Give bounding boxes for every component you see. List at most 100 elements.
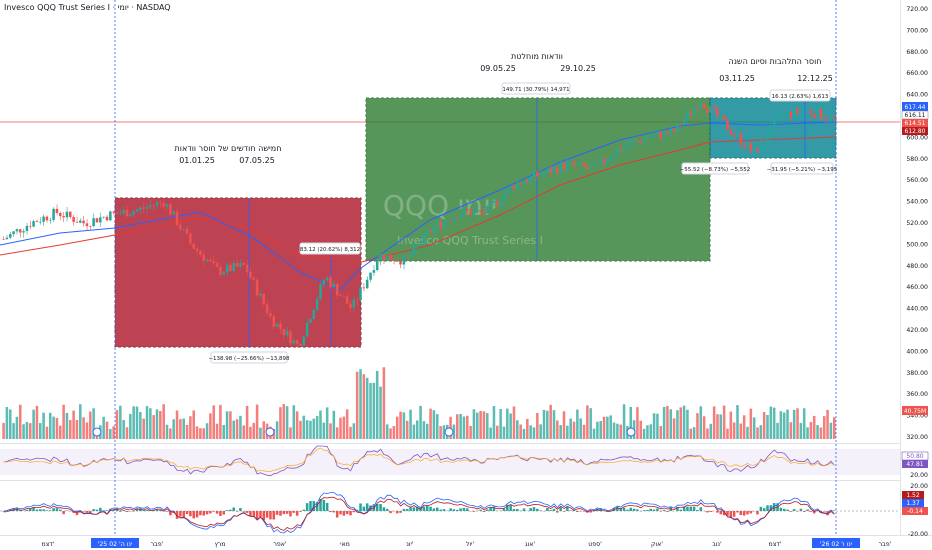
- volume-bar: [422, 421, 426, 439]
- macd-hist-bar: [265, 511, 269, 518]
- volume-bar: [382, 367, 386, 439]
- candle-body: [72, 216, 75, 222]
- event-marker[interactable]: [92, 427, 102, 437]
- macd-hist-bar: [279, 511, 282, 516]
- macd-hist-bar: [219, 511, 222, 517]
- macd-hist-bar: [455, 509, 459, 511]
- price-badge-text: 614.51: [905, 120, 926, 127]
- candle-body: [736, 133, 739, 136]
- candle-body: [546, 168, 549, 173]
- candle-body: [405, 255, 409, 257]
- macd-hist-bar: [399, 511, 402, 513]
- candle-body: [542, 172, 546, 176]
- candle-body: [636, 140, 639, 142]
- candle-body: [82, 220, 85, 224]
- macd-hist-bar: [532, 507, 536, 511]
- candle-body: [792, 108, 796, 118]
- candle-body: [192, 243, 195, 249]
- candle-body: [375, 260, 379, 271]
- candle-body: [602, 158, 606, 163]
- candle-body: [666, 131, 669, 135]
- macd-hist-bar: [242, 511, 246, 512]
- volume-bar: [749, 408, 753, 439]
- candle-body: [202, 254, 205, 261]
- macd-hist-bar: [182, 511, 185, 518]
- volume-bar: [339, 417, 342, 439]
- macd-hist-bar: [826, 511, 829, 516]
- candle-body: [402, 255, 406, 265]
- candle-body: [395, 261, 399, 262]
- candle-body: [616, 148, 619, 156]
- candle-body: [119, 213, 122, 215]
- volume-bar: [556, 420, 559, 439]
- macd-hist-bar: [332, 511, 336, 513]
- watermark-big: QQQ יומי: [383, 189, 497, 222]
- macd-hist-bar: [592, 509, 596, 511]
- candle-body: [279, 323, 282, 329]
- candle-body: [139, 207, 142, 210]
- candle-body: [802, 111, 806, 113]
- candle-body: [422, 233, 426, 244]
- macd-hist-bar: [539, 510, 542, 511]
- macd-hist-bar: [679, 509, 683, 511]
- volume-bar: [689, 428, 693, 439]
- price-axis[interactable]: 720.00700.00680.00660.00640.00620.00600.…: [906, 6, 928, 538]
- volume-bar: [319, 410, 322, 439]
- macd-hist-bar: [459, 508, 462, 511]
- candle-body: [319, 284, 322, 300]
- candle-body: [449, 220, 452, 222]
- macd-hist-bar: [429, 506, 432, 511]
- candle-body: [789, 112, 793, 118]
- symbol-title[interactable]: Invesco QQQ Trust Series I · יומי · NASD…: [4, 3, 171, 12]
- candle-body: [169, 204, 172, 215]
- volume-bar: [522, 428, 526, 439]
- teal-zone[interactable]: [709, 97, 837, 159]
- price-tick-label: 340.00: [906, 413, 928, 420]
- candle-body: [219, 267, 222, 275]
- macd-pane[interactable]: [0, 481, 900, 535]
- event-marker[interactable]: [265, 427, 275, 437]
- macd-hist-bar: [576, 511, 579, 513]
- macd-hist-bar: [652, 509, 656, 511]
- time-axis[interactable]: דצמ' '25 ינו ה' 02 פבר' מרץ אפר' מאי יונ' יול' א…: [42, 538, 892, 548]
- candle-body: [299, 343, 302, 346]
- macd-hist-bar: [729, 511, 733, 519]
- candle-body: [145, 207, 149, 209]
- macd-hist-bar: [666, 511, 669, 512]
- candle-body: [5, 237, 9, 240]
- macd-hist-bar: [739, 511, 743, 516]
- candle-body: [269, 313, 272, 317]
- volume-bar: [639, 420, 643, 439]
- volume-bar: [412, 424, 416, 439]
- event-marker[interactable]: [626, 427, 636, 437]
- candle-body: [479, 210, 482, 212]
- macd-hist-bar: [59, 509, 62, 511]
- volume-bar: [259, 427, 262, 439]
- volume-bar: [829, 422, 833, 439]
- volume-bar: [676, 410, 679, 439]
- volume-bar: [466, 415, 469, 439]
- teal-gain-label: 16.13 (2.63%) 1,613: [772, 94, 829, 100]
- event-marker[interactable]: [444, 427, 454, 437]
- candle-body: [606, 160, 609, 163]
- candle-body: [272, 316, 276, 327]
- macd-hist-bar: [262, 511, 266, 521]
- volume-bar: [772, 407, 776, 439]
- volume-bar: [762, 412, 766, 439]
- macd-hist-bar: [566, 506, 569, 511]
- macd-hist-bar: [452, 509, 456, 511]
- watermark-small: Invesco QQQ Trust Series I: [397, 234, 543, 247]
- candle-body: [159, 202, 162, 203]
- macd-hist-bar: [32, 507, 35, 511]
- volume-bar: [12, 423, 15, 439]
- candle-body: [739, 133, 743, 145]
- red-zone[interactable]: [114, 197, 362, 348]
- price-badge-text: 617.44: [905, 104, 926, 111]
- macd-hist-bar: [302, 509, 306, 511]
- volume-bar: [8, 409, 12, 439]
- candle-body: [222, 272, 226, 275]
- price-tick-label: 660.00: [906, 70, 928, 77]
- macd-hist-bar: [82, 511, 85, 512]
- candle-body: [352, 299, 356, 308]
